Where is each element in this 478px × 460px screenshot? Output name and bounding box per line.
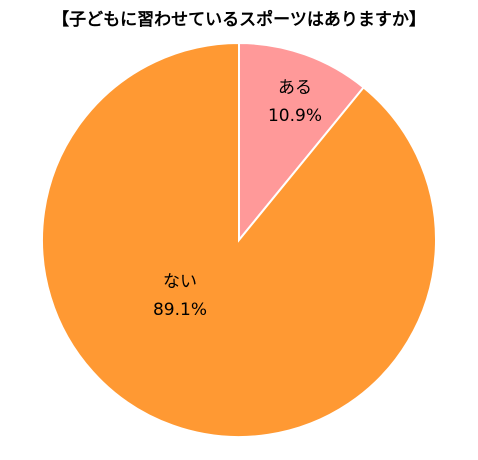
value-label: 89.1% [153, 300, 207, 320]
value-label: 10.9% [268, 106, 322, 126]
chart-title: 【子どもに習わせているスポーツはありますか】 [52, 9, 426, 30]
category-label: ある [278, 78, 312, 98]
pie-slice [238, 41, 366, 243]
category-label: ない [163, 272, 197, 292]
pie-slice [41, 41, 437, 438]
